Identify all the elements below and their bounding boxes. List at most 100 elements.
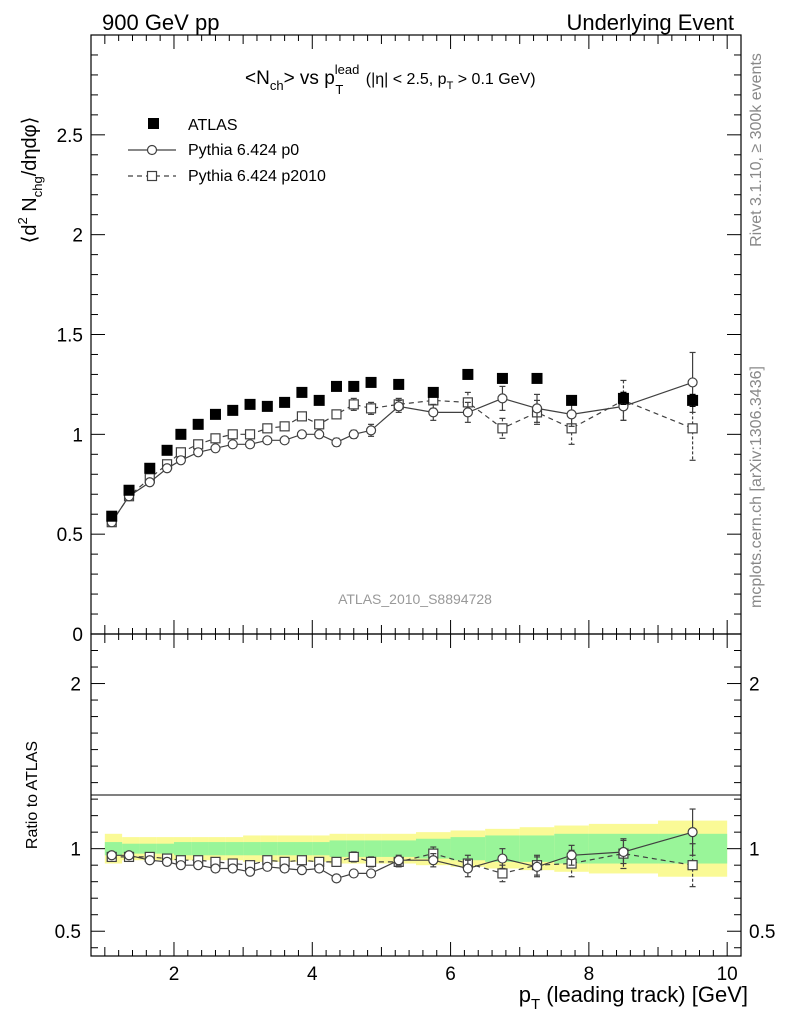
x-tick-label: 4 — [307, 964, 318, 985]
atlas-point — [244, 398, 256, 410]
side-text-mcplots: mcplots.cern.ch [arXiv:1306.3436] — [748, 366, 765, 608]
atlas-point — [496, 372, 508, 384]
atlas-point — [227, 404, 239, 416]
ylabel-a: ⟨d — [19, 224, 41, 243]
plot-title: <Nch> vs plead T (|η| < 2.5, pT > 0.1 GeV… — [245, 62, 536, 97]
ratio-p0-point — [296, 865, 308, 876]
ratio-p0-point — [279, 863, 290, 874]
ratio-xlabel: pT (leading track) [GeV] — [519, 982, 748, 1013]
ratio-p0-point — [314, 863, 325, 874]
legend-marker-atlas — [148, 118, 159, 129]
ratio-p0-point — [531, 861, 543, 872]
p2010-point — [497, 423, 508, 434]
p2010-point — [331, 409, 342, 420]
axis-ticks: 2 4 6 8 10 0 0.5 1 1.5 2 2.5 0.5 0.5 1 1 2 2 — [55, 35, 775, 985]
p2010-point — [348, 399, 359, 410]
ratio-p0-point — [618, 846, 629, 858]
atlas-point — [462, 368, 474, 380]
p0-point — [161, 463, 173, 474]
atlas-point — [365, 376, 377, 388]
x-tick-label: 10 — [717, 964, 738, 985]
p2010-point — [314, 419, 325, 430]
ratio-series-marks — [106, 808, 698, 888]
main-y-tick-label: 0.5 — [57, 525, 83, 546]
atlas-point — [617, 392, 629, 404]
title-a: <N — [245, 68, 270, 89]
atlas-point — [261, 400, 273, 412]
ratio-p0-point — [244, 866, 256, 877]
p2010-point — [279, 421, 290, 432]
title-c: (|η| < 2.5, p — [361, 71, 446, 88]
ratio-plot-frame — [90, 633, 742, 957]
ylabel-b-sub: chg — [30, 176, 45, 197]
atlas-point — [106, 510, 118, 522]
ratio-p0-point — [348, 868, 359, 879]
header-left: 900 GeV pp — [102, 10, 219, 35]
xlabel-a-sub: T — [531, 996, 540, 1013]
title-b-sup: lead — [335, 62, 360, 77]
p0-point — [531, 403, 543, 414]
ratio-band-inner — [312, 842, 330, 856]
atlas-point — [330, 380, 342, 392]
ratio-p0-point — [331, 873, 342, 884]
p2010-point — [244, 429, 256, 440]
title-d: > 0.1 GeV) — [453, 71, 535, 88]
legend-label-atlas: ATLAS — [188, 117, 238, 134]
p0-point — [348, 429, 359, 440]
p0-point — [144, 477, 155, 488]
ratio-p0-point — [262, 861, 273, 872]
p0-point — [279, 435, 290, 446]
ratio-p0-point — [428, 855, 439, 866]
ratio-band-inner — [208, 842, 226, 856]
ratio-band-inner — [191, 842, 209, 856]
ratio-p0-point — [227, 863, 238, 874]
ratio-band-inner — [139, 843, 157, 854]
ratio-p0-point — [106, 850, 117, 861]
p2010-point — [296, 411, 308, 422]
ratio-p0-point — [497, 853, 508, 864]
side-text-rivet: Rivet 3.1.10, ≥ 300k events — [748, 53, 765, 247]
p0-point — [497, 393, 508, 404]
header-right: Underlying Event — [566, 10, 734, 35]
x-tick-label: 8 — [584, 964, 595, 985]
atlas-point — [348, 380, 360, 392]
p0-point — [175, 455, 186, 466]
ratio-band-inner — [364, 840, 382, 857]
ylabel-a-sup: 2 — [15, 217, 30, 224]
ylabel-c: /dηdφ⟩ — [19, 117, 41, 177]
ratio-band-inner — [156, 843, 174, 854]
legend-label-p2010: Pythia 6.424 p2010 — [188, 168, 326, 185]
p0-point — [428, 407, 439, 418]
ratio-p2010-point — [331, 856, 342, 867]
ratio-p2010-point — [497, 868, 508, 879]
ratio-p0-point — [566, 850, 577, 861]
ratio-p0-point — [144, 855, 155, 866]
p2010-point — [210, 433, 221, 444]
atlas-point — [209, 408, 221, 420]
x-tick-label: 2 — [169, 964, 180, 985]
atlas-point — [192, 418, 204, 430]
ratio-p2010-point — [365, 856, 377, 867]
ratio-p0-point — [462, 863, 473, 874]
ratio-y-tick-label: 0.5 — [55, 922, 81, 943]
p0-point — [193, 447, 204, 458]
title-b-sub: T — [335, 82, 343, 97]
ratio-y-tick-label-right: 0.5 — [749, 922, 775, 943]
main-y-tick-label: 1.5 — [57, 326, 83, 347]
ratio-y-tick-label-right: 2 — [749, 675, 760, 696]
ratio-band-inner — [294, 842, 313, 856]
p0-point — [566, 409, 577, 420]
atlas-point — [175, 428, 187, 440]
atlas-point — [313, 394, 325, 406]
atlas-point — [566, 394, 578, 406]
atlas-point — [279, 396, 291, 408]
p0-point — [365, 425, 377, 436]
ratio-ylabel: Ratio to ATLAS — [24, 741, 41, 849]
ratio-p0-point — [175, 860, 186, 871]
p2010-point — [687, 423, 698, 434]
atlas-point — [427, 386, 439, 398]
main-y-tick-label: 0 — [72, 625, 83, 646]
title-c-sub: T — [447, 80, 454, 92]
ratio-band-inner — [173, 842, 192, 856]
